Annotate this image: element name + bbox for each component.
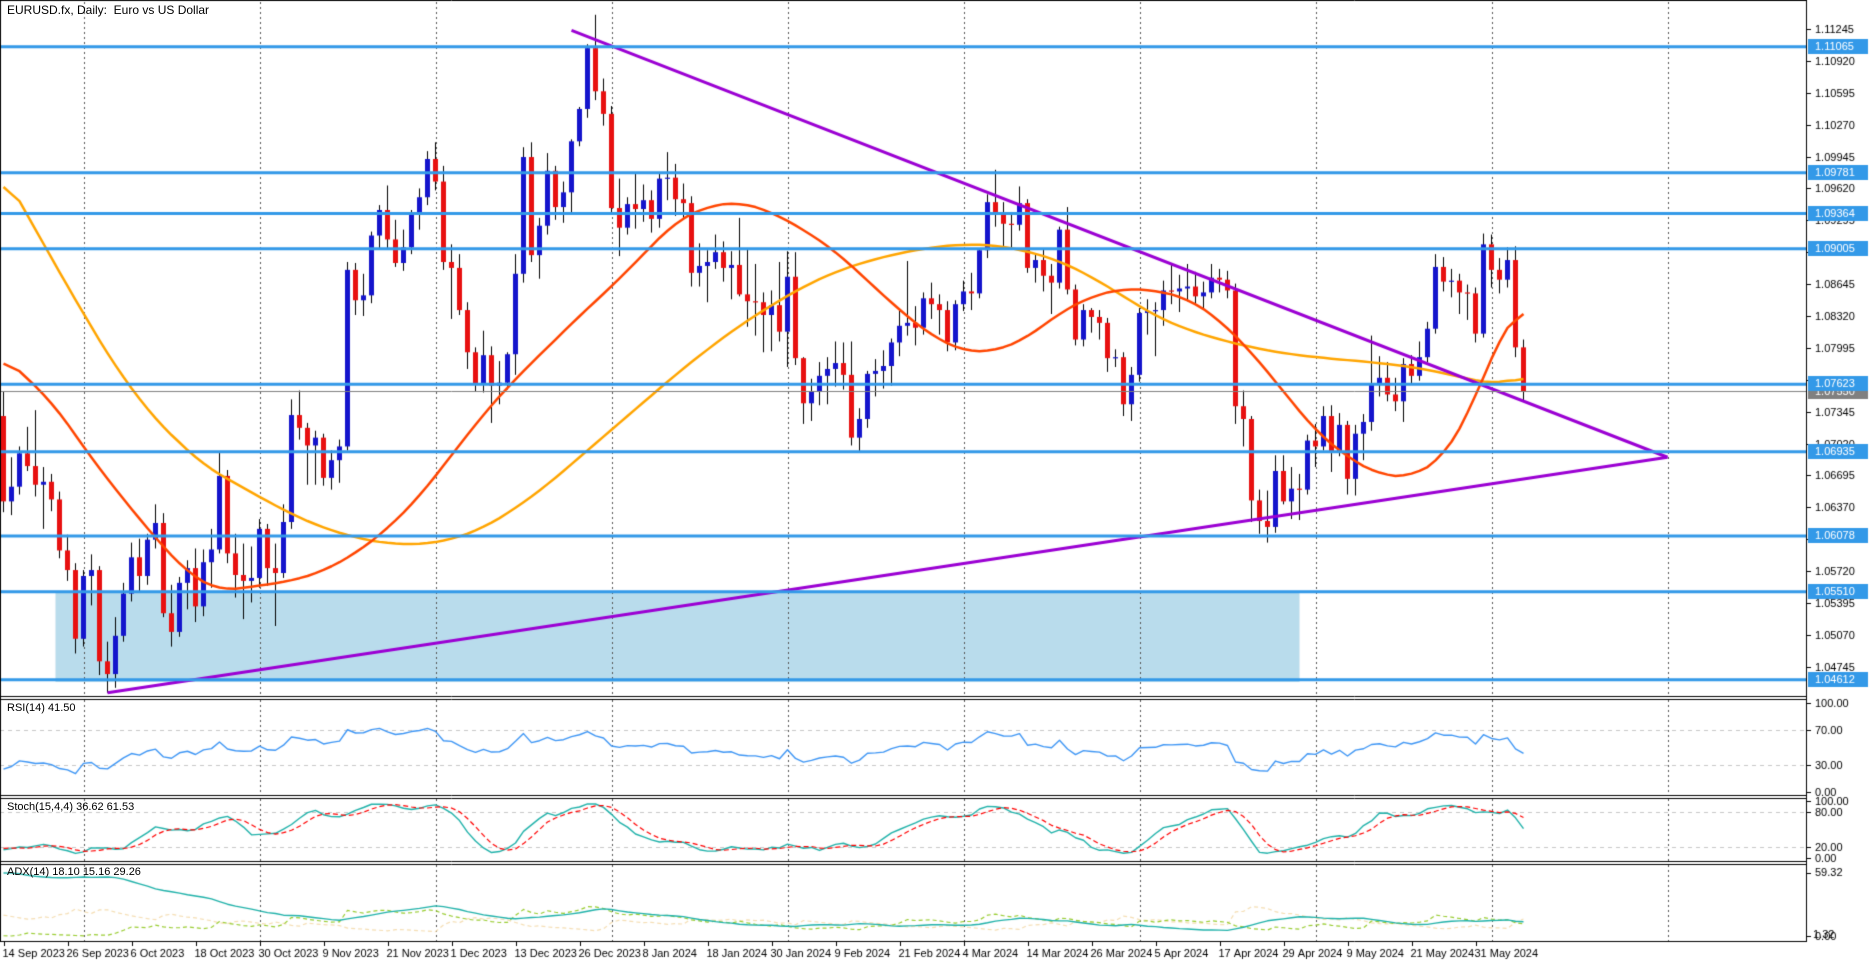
symbol-title: EURUSD.fx, Daily: Euro vs US Dollar xyxy=(7,3,210,17)
stoch-indicator-label: Stoch(15,4,4) 36.62 61.53 xyxy=(7,801,135,813)
adx-indicator-label: ADX(14) 18.10 15.16 29.26 xyxy=(7,866,141,878)
rsi-indicator-label: RSI(14) 41.50 xyxy=(7,702,76,714)
